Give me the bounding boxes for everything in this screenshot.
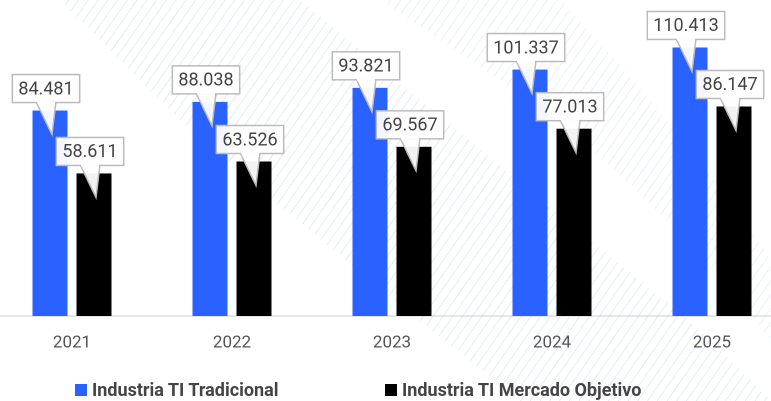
label-box [215, 124, 285, 155]
value-label: 101.337 [493, 37, 558, 58]
bar [716, 106, 752, 316]
value-label: 110.413 [653, 15, 718, 36]
label-callout [195, 92, 217, 129]
label-box-gap [197, 91, 215, 95]
bar [396, 146, 432, 316]
label-box-gap [81, 163, 99, 167]
label-box-gap [677, 37, 695, 41]
label-box-gap [241, 151, 259, 155]
label-box [695, 69, 765, 100]
label-callout [35, 101, 57, 138]
label-box [486, 32, 566, 63]
x-tick-label: 2023 [373, 332, 411, 352]
value-label: 93.821 [338, 56, 393, 77]
value-label: 77.013 [542, 96, 597, 117]
x-tick-label: 2025 [693, 332, 731, 352]
label-callout [515, 60, 537, 97]
label-callout [719, 97, 741, 134]
label-callout [399, 137, 421, 174]
label-box-gap [721, 96, 739, 100]
legend-swatch [75, 384, 87, 396]
value-label: 88.038 [178, 70, 233, 91]
label-callout [79, 164, 101, 201]
legend-label: Industria TI Mercado Objetivo [402, 380, 641, 401]
label-box [55, 136, 125, 167]
bar [556, 128, 592, 316]
label-box-gap [37, 100, 55, 104]
label-box [375, 110, 445, 140]
value-label: 84.481 [18, 78, 73, 99]
x-tick-label: 2022 [213, 332, 251, 352]
label-box-gap [561, 118, 579, 122]
label-box [11, 73, 81, 104]
label-box-gap [401, 136, 419, 140]
label-box [646, 10, 726, 41]
legend-swatch [385, 384, 397, 396]
x-tick-label: 2021 [53, 332, 91, 352]
value-label: 69.567 [382, 115, 437, 136]
bar [236, 161, 272, 316]
value-label: 58.611 [62, 141, 117, 162]
value-label: 63.526 [222, 129, 277, 150]
label-callout [239, 152, 261, 189]
label-callout [675, 38, 697, 75]
label-box-gap [517, 59, 535, 63]
label-callout [355, 78, 377, 115]
label-callout [559, 119, 581, 156]
x-tick-label: 2024 [533, 332, 572, 352]
value-label: 86.147 [702, 74, 757, 95]
legend-label: Industria TI Tradicional [92, 380, 279, 401]
label-box [535, 91, 605, 122]
label-box [171, 65, 241, 95]
label-box-gap [357, 77, 375, 81]
bar [76, 173, 112, 316]
